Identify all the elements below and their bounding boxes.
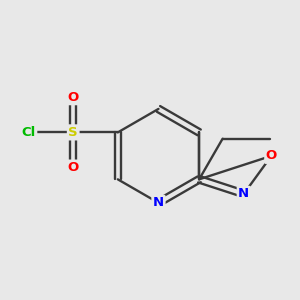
Text: O: O [266,149,277,162]
Text: O: O [68,91,79,104]
Text: Cl: Cl [22,126,36,139]
Text: S: S [68,126,78,139]
Text: O: O [68,161,79,174]
Text: N: N [238,188,249,200]
Text: N: N [153,196,164,209]
